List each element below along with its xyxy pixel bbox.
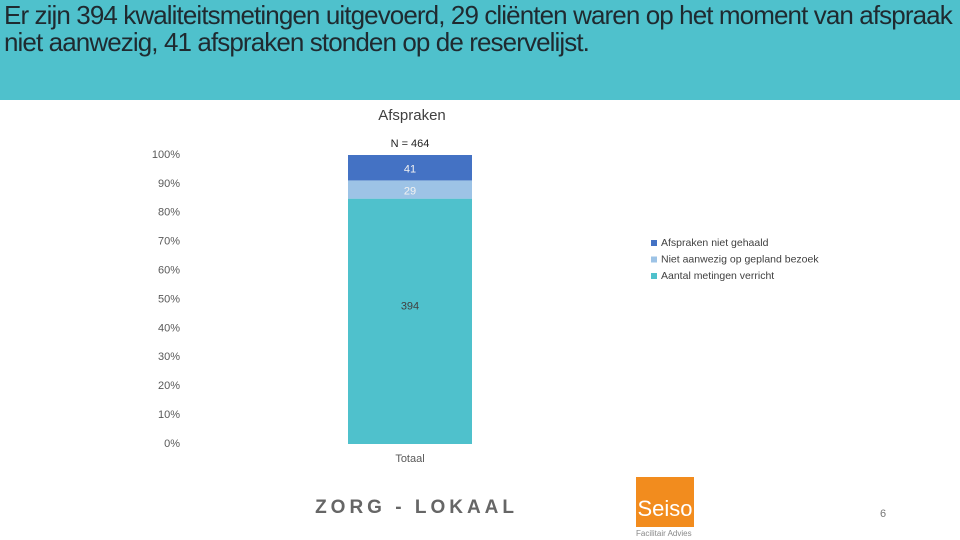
legend-swatch [651,273,657,279]
logo-box [636,477,694,527]
y-tick-label: 10% [158,409,180,421]
y-tick-label: 80% [158,207,180,219]
logo-text: Seiso [637,496,692,521]
logo-subtext: Facilitair Advies [636,529,692,538]
page-number: 6 [880,508,886,520]
y-tick-label: 40% [158,322,180,334]
y-tick-label: 30% [158,351,180,363]
y-tick-label: 70% [158,236,180,248]
y-tick-label: 60% [158,265,180,277]
bar-segment [348,155,472,181]
x-tick-label: Totaal [395,453,424,465]
data-label: 29 [404,185,416,197]
legend-swatch [651,240,657,246]
bar-segment [348,198,472,444]
data-label: 41 [404,164,416,176]
annotation: N = 464 [391,138,430,150]
legend-swatch [651,256,657,263]
legend-label: Afspraken niet gehaald [661,237,769,249]
logo-text: ZORG - LOKAAL [315,497,518,518]
data-label: 394 [401,301,419,313]
legend-label: Niet aanwezig op gepland bezoek [661,253,819,265]
slide-title: Er zijn 394 kwaliteitsmetingen uitgevoer… [4,0,953,57]
y-tick-label: 50% [158,293,180,305]
y-tick-label: 90% [158,178,180,190]
chart-title: Afspraken [378,107,446,124]
y-tick-label: 100% [152,149,180,161]
legend-label: Aantal metingen verricht [661,270,774,282]
header-band: Er zijn 394 kwaliteitsmetingen uitgevoer… [0,0,960,100]
y-tick-label: 20% [158,380,180,392]
y-tick-label: 0% [164,438,180,450]
bar-segment [348,180,472,199]
